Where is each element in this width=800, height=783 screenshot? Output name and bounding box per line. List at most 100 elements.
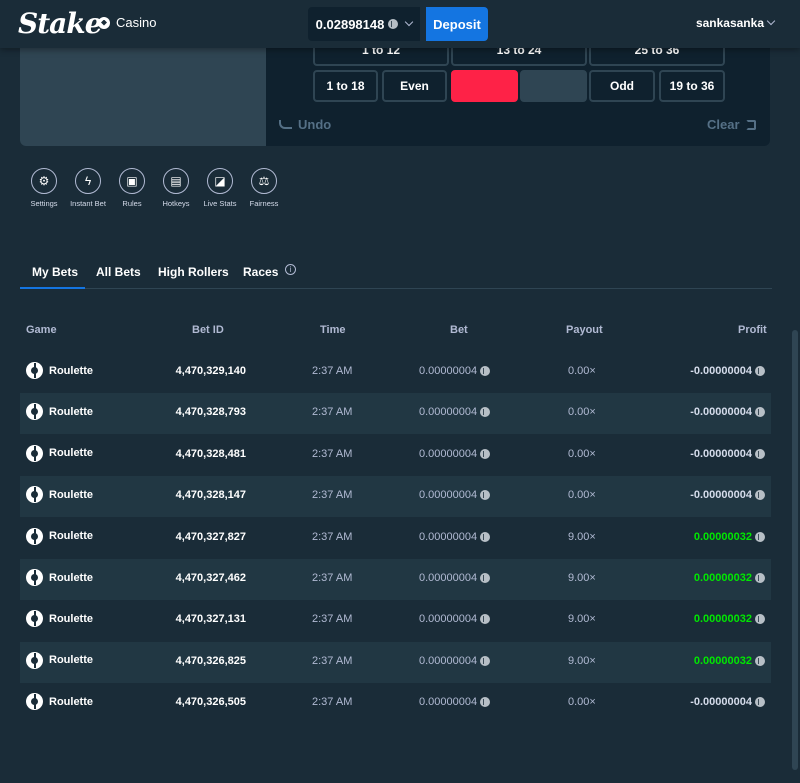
tab-my-bets[interactable]: My Bets (32, 265, 79, 279)
bet-time: 2:37 AM (312, 447, 353, 460)
game-name: Roulette (49, 695, 93, 708)
bet-id[interactable]: 4,470,327,131 (175, 613, 246, 626)
bet-time: 2:37 AM (312, 406, 353, 419)
bet-id[interactable]: 4,470,328,147 (175, 489, 246, 502)
bet-id[interactable]: 4,470,327,827 (175, 530, 246, 543)
bet-amount-value: 0.00000004 (419, 406, 478, 419)
tool-hotkeys[interactable]: ▤ Hotkeys (154, 168, 198, 208)
bet-id[interactable]: 4,470,328,793 (175, 406, 246, 419)
bet-amount: 0.00000004 (419, 448, 491, 460)
info-icon[interactable]: i (285, 264, 296, 275)
bet-id[interactable]: 4,470,329,140 (175, 365, 246, 377)
header-payout: Payout (566, 324, 603, 336)
deposit-button[interactable]: Deposit (426, 7, 488, 41)
tab-races[interactable]: Races (243, 265, 279, 279)
scrollbar[interactable] (792, 330, 798, 770)
table-row[interactable]: Roulette 4,470,326,505 2:37 AM 0.0000000… (20, 683, 771, 724)
clear-button[interactable]: Clear (707, 117, 756, 132)
table-row[interactable]: Roulette 4,470,328,793 2:37 AM 0.0000000… (20, 393, 771, 435)
roulette-icon (26, 527, 43, 545)
payout: 9.00× (568, 530, 596, 543)
profit: -0.00000004 (690, 448, 765, 460)
game-cell[interactable]: Roulette (26, 693, 93, 711)
tool-label: Fairness (249, 199, 279, 208)
payout: 0.00× (568, 447, 596, 460)
bet-time: 2:37 AM (312, 489, 353, 502)
header-time: Time (320, 324, 346, 336)
tool-instant-bet[interactable]: ϟ Instant Bet (66, 168, 110, 208)
tool-rules[interactable]: ▣ Rules (110, 168, 154, 208)
game-canvas[interactable] (20, 32, 266, 146)
profit-value: -0.00000004 (690, 365, 752, 377)
bet-even[interactable]: Even (382, 70, 447, 102)
roulette-icon (26, 610, 43, 628)
game-cell[interactable]: Roulette (26, 403, 93, 421)
bet-1-to-18[interactable]: 1 to 18 (313, 70, 378, 102)
table-row[interactable]: Roulette 4,470,327,827 2:37 AM 0.0000000… (20, 518, 771, 559)
litecoin-icon (755, 614, 765, 625)
casino-icon (98, 16, 110, 29)
tab-all-bets[interactable]: All Bets (96, 265, 141, 279)
tool-fairness[interactable]: ⚖ Fairness (242, 168, 286, 208)
stake-logo[interactable]: Stake (18, 7, 103, 40)
roulette-icon (26, 693, 43, 711)
tool-settings[interactable]: ⚙ Settings (22, 168, 66, 208)
gear-icon: ⚙ (31, 168, 57, 194)
litecoin-icon (480, 407, 491, 418)
chevron-down-icon (766, 16, 776, 26)
table-row[interactable]: Roulette 4,470,328,481 2:37 AM 0.0000000… (20, 435, 771, 476)
casino-nav[interactable]: Casino (98, 15, 156, 30)
bet-id[interactable]: 4,470,326,825 (175, 654, 246, 667)
payout: 9.00× (568, 613, 596, 626)
table-row[interactable]: Roulette 4,470,326,825 2:37 AM 0.0000000… (20, 641, 771, 683)
bet-amount-value: 0.00000004 (419, 530, 478, 543)
user-menu[interactable]: sankasanka (695, 16, 776, 30)
header-betid: Bet ID (192, 324, 224, 336)
bet-red[interactable] (451, 70, 518, 102)
rules-icon: ▣ (119, 168, 145, 194)
tool-label: Live Stats (203, 199, 237, 208)
table-row[interactable]: Roulette 4,470,327,131 2:37 AM 0.0000000… (20, 600, 771, 641)
scale-icon: ⚖ (251, 168, 277, 194)
tool-label: Hotkeys (162, 199, 190, 208)
username: sankasanka (695, 16, 764, 30)
profit-value: 0.00000032 (693, 572, 752, 584)
game-name: Roulette (49, 612, 93, 625)
game-cell[interactable]: Roulette (26, 527, 93, 545)
bet-id[interactable]: 4,470,326,505 (175, 696, 246, 709)
game-cell[interactable]: Roulette (26, 444, 93, 462)
bet-id[interactable]: 4,470,327,462 (175, 572, 246, 584)
game-cell[interactable]: Roulette (26, 362, 93, 379)
bet-odd[interactable]: Odd (589, 70, 655, 102)
bet-id[interactable]: 4,470,328,481 (175, 447, 246, 460)
tool-live-stats[interactable]: ◪ Live Stats (198, 168, 242, 208)
undo-button[interactable]: Undo (279, 117, 331, 132)
chevron-down-icon (405, 17, 414, 27)
table-row[interactable]: Roulette 4,470,329,140 2:37 AM 0.0000000… (20, 352, 771, 393)
litecoin-icon (755, 655, 765, 666)
game-cell[interactable]: Roulette (26, 610, 93, 628)
profit: 0.00000032 (694, 572, 765, 584)
bet-time: 2:37 AM (312, 613, 353, 626)
bet-black[interactable] (520, 70, 587, 102)
tab-high-rollers[interactable]: High Rollers (158, 265, 229, 279)
bet-19-to-36[interactable]: 19 to 36 (659, 70, 725, 102)
litecoin-icon (480, 366, 491, 376)
litecoin-icon (755, 490, 765, 501)
bets-tabs: My Bets All Bets High Rollers Races i (20, 258, 772, 289)
top-bar: Stake Casino 0.02898148 Deposit sankasan… (0, 0, 800, 48)
active-tab-indicator (20, 287, 85, 289)
balance-selector[interactable]: 0.02898148 (308, 7, 420, 41)
litecoin-icon (755, 573, 765, 583)
game-cell[interactable]: Roulette (26, 651, 93, 669)
game-cell[interactable]: Roulette (26, 569, 93, 586)
bet-amount-value: 0.00000004 (419, 489, 478, 502)
bet-amount: 0.00000004 (419, 365, 491, 377)
game-cell[interactable]: Roulette (26, 486, 93, 504)
table-row[interactable]: Roulette 4,470,328,147 2:37 AM 0.0000000… (20, 476, 771, 518)
keyboard-icon: ▤ (163, 168, 189, 194)
profit: -0.00000004 (690, 696, 765, 708)
game-name: Roulette (49, 571, 93, 584)
table-row[interactable]: Roulette 4,470,327,462 2:37 AM 0.0000000… (20, 559, 771, 600)
tool-label: Settings (30, 199, 58, 208)
